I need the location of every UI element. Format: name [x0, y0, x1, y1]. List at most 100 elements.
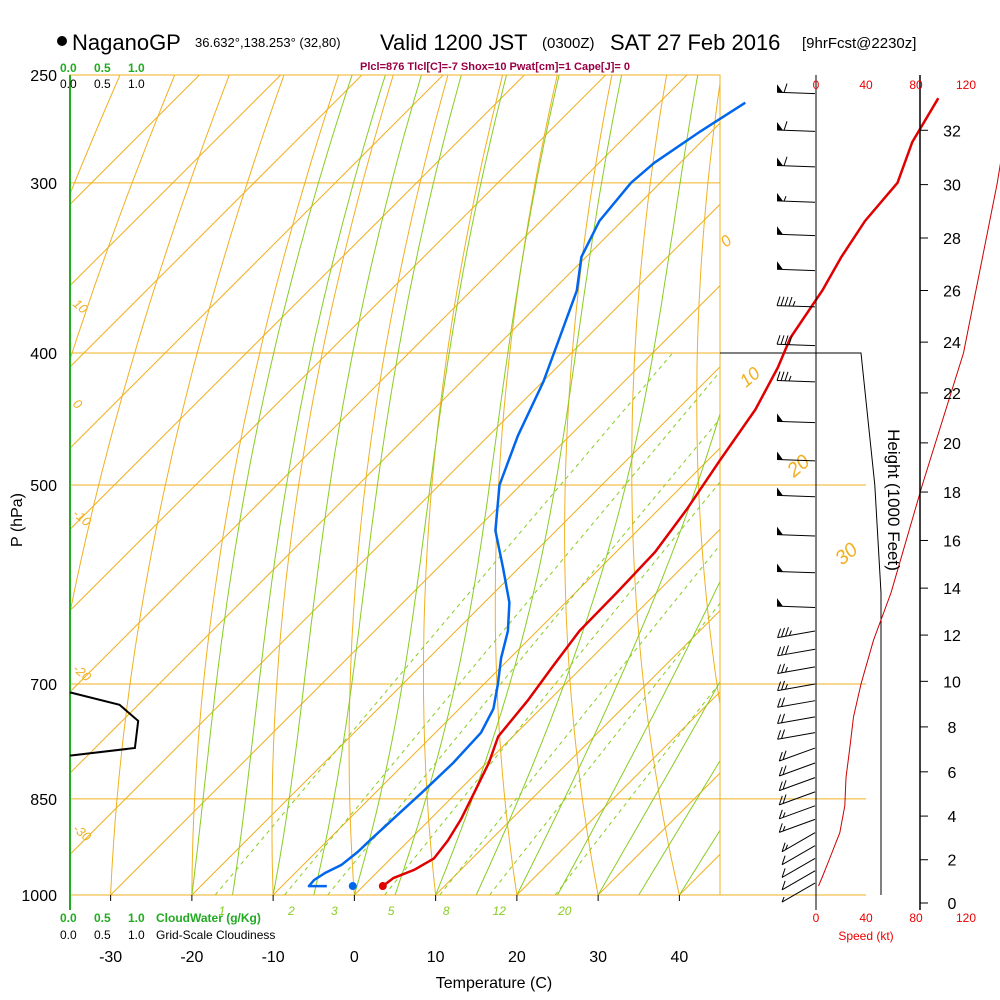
barb-feather	[781, 697, 785, 707]
height-tick-label: 0	[948, 896, 957, 913]
cloudwater-tick-1-bottom: 1.0	[128, 911, 145, 925]
barb-staff	[779, 805, 816, 820]
moist-adiabat	[353, 75, 507, 895]
height-tick-label: 8	[948, 720, 957, 737]
x-tick-label: 20	[508, 949, 526, 966]
wind-barb	[778, 805, 816, 820]
wind-barb	[778, 747, 816, 762]
barb-half-feather	[783, 195, 787, 202]
barb-flag	[777, 487, 784, 496]
mixing-ratio-line	[214, 352, 673, 895]
wind-barb	[777, 680, 816, 692]
sounding-series	[307, 97, 940, 891]
barb-feather	[778, 809, 783, 819]
cloudwater-tick-0-bottom: 0.0	[60, 911, 77, 925]
barb-feather	[782, 794, 787, 804]
barb-feather	[784, 335, 789, 345]
wind-barb	[777, 156, 816, 168]
speed-tick-top: 120	[956, 78, 976, 92]
dry-adiabat-label: 30	[831, 539, 862, 570]
moist-adiabat	[557, 580, 720, 895]
wind-barb	[778, 791, 816, 806]
barb-flag	[777, 157, 784, 166]
barb-staff	[777, 570, 816, 574]
x-tick-label: 40	[670, 949, 688, 966]
barb-half-feather	[781, 896, 785, 903]
barb-staff	[777, 268, 816, 272]
barb-feather	[781, 680, 785, 691]
barb-staff	[777, 343, 816, 347]
isotherm	[435, 609, 720, 895]
dewpoint-line	[307, 101, 746, 888]
cloudiness-line	[69, 691, 140, 757]
isotherm	[70, 75, 525, 531]
barb-feather	[781, 868, 786, 878]
barb-staff	[781, 857, 816, 878]
height-tick-label: 4	[948, 809, 957, 826]
barb-half-feather	[782, 812, 786, 818]
barb-flag	[777, 261, 784, 270]
barb-feather	[781, 880, 786, 891]
barb-staff	[777, 494, 816, 498]
mixing-ratio-line	[489, 602, 720, 895]
barb-feather	[782, 765, 787, 775]
barb-feather	[778, 823, 783, 833]
temperature-line	[382, 97, 940, 888]
wind-barb	[777, 451, 816, 462]
zulu-time: (0300Z)	[542, 35, 595, 52]
isotherm	[70, 75, 281, 287]
cloudwater-tick-1: 1.0	[128, 61, 145, 75]
station-coords: 36.632°,138.253° (32,80)	[195, 35, 341, 50]
height-tick-label: 24	[943, 335, 961, 352]
station-dot-icon	[57, 36, 67, 46]
barb-staff	[777, 380, 816, 383]
barb-staff	[777, 420, 816, 424]
barb-flag	[777, 563, 784, 572]
speed-axis-label: Speed (kt)	[838, 929, 893, 943]
speed-tick-top: 40	[859, 78, 873, 92]
cloudwater-tick-05: 0.5	[94, 61, 111, 75]
valid-time: Valid 1200 JST	[380, 30, 528, 55]
isotherm	[70, 75, 688, 693]
wind-barb	[776, 296, 816, 308]
barb-staff	[779, 791, 816, 806]
pressure-label: 500	[30, 478, 57, 495]
dry-adiabat	[70, 75, 230, 616]
barb-half-feather	[782, 825, 786, 832]
wind-barb	[777, 83, 816, 95]
barb-staff	[777, 666, 816, 674]
wind-barb	[777, 192, 816, 203]
wind-barb	[777, 627, 816, 639]
valid-date: SAT 27 Feb 2016	[610, 30, 780, 55]
height-tick-label: 26	[943, 284, 961, 301]
wind-barb	[781, 870, 816, 891]
barb-feather	[781, 627, 785, 638]
barb-flag	[777, 122, 784, 131]
barb-feather	[781, 842, 786, 852]
barb-feather	[783, 121, 788, 131]
wind-barb	[777, 713, 816, 724]
barb-staff	[779, 762, 816, 777]
moist-adiabat	[232, 75, 386, 895]
thermo-grid	[70, 75, 1000, 895]
isotherm	[70, 122, 720, 774]
barb-flag	[777, 526, 784, 535]
cloudiness-tick-1-bottom: 1.0	[128, 928, 145, 942]
barb-feather	[776, 335, 781, 345]
wind-barb	[778, 762, 816, 777]
barb-flag	[777, 192, 784, 202]
wind-speed-profile	[818, 163, 1000, 887]
dry-adiabat-label: 0	[70, 396, 86, 413]
height-tick-label: 6	[948, 765, 957, 782]
barb-feather	[781, 729, 785, 739]
barb-staff	[777, 732, 816, 740]
height-tick-label: 14	[943, 581, 961, 598]
speed-tick-bottom: 120	[956, 911, 976, 925]
height-tick-label: 16	[943, 533, 961, 550]
dry-adiabat	[110, 75, 285, 895]
dry-adiabat	[994, 75, 1000, 895]
barb-feather	[777, 681, 782, 691]
wind-barb	[777, 413, 816, 424]
mixing-ratio-line	[284, 370, 720, 895]
